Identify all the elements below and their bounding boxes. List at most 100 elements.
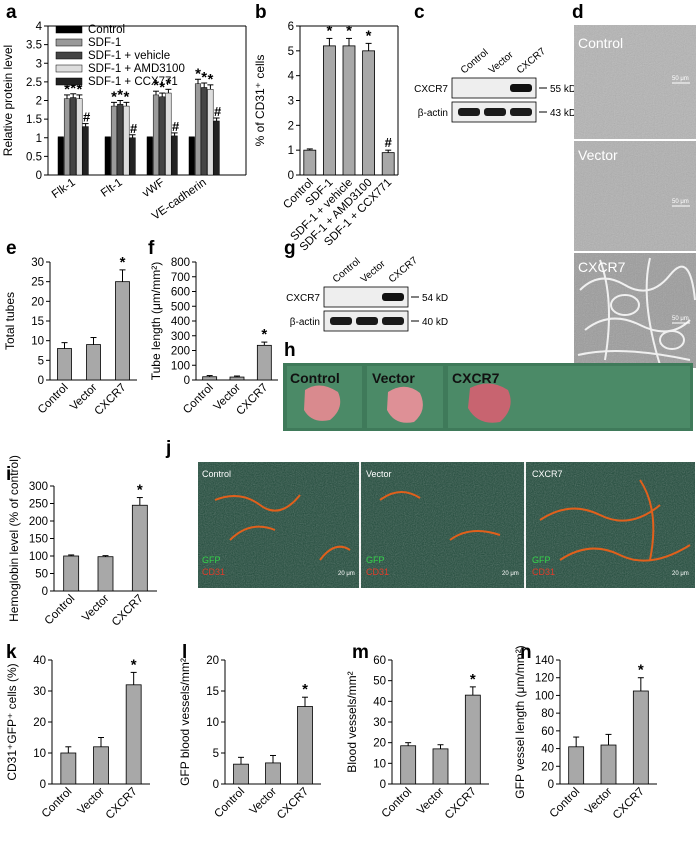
tissue-sample-vector [387, 386, 423, 423]
y-tick-label: 100 [171, 360, 190, 372]
x-tick-label: Vector [415, 786, 447, 818]
y-tick-label: 140 [535, 655, 554, 667]
y-tick-label: 0 [40, 779, 46, 791]
x-tick-label: Vector [583, 786, 615, 818]
panel-label-b: b [255, 2, 267, 23]
bar [97, 556, 114, 592]
kd-marker: 40 kD [422, 317, 448, 328]
y-axis-title: % of CD31⁺ cells [253, 55, 267, 147]
y-tick-label: 150 [29, 534, 48, 546]
legend-label: Control [88, 24, 125, 36]
bar [265, 762, 281, 785]
y-tick-label: 0 [213, 779, 219, 791]
tissue-sample-control [304, 385, 341, 421]
y-tick-label: 4 [36, 21, 43, 33]
band [356, 317, 378, 325]
bar [201, 87, 208, 176]
y-tick-label: 5 [288, 46, 294, 58]
y-axis-title: Tube length (μm/mm²) [149, 262, 163, 381]
bar [57, 348, 72, 381]
x-tick-label: CXCR7 [611, 786, 647, 822]
significance-hash: # [83, 110, 91, 125]
bar [159, 96, 166, 176]
fluor-scale-2: 20 μm [502, 571, 519, 577]
bar [322, 45, 336, 176]
bar [202, 376, 218, 381]
fluor-texture [198, 462, 695, 588]
bar [123, 105, 130, 176]
panel-label-g: g [284, 238, 296, 259]
y-tick-label: 0 [548, 779, 554, 791]
panel-label-j: j [165, 438, 171, 459]
significance-star: * [159, 79, 165, 96]
fluor-label-cxcr7: CXCR7 [532, 469, 563, 479]
significance-mark: # [385, 135, 393, 150]
bar [165, 92, 172, 176]
y-tick-label: 60 [373, 655, 386, 667]
y-tick-label: 40 [373, 696, 386, 708]
legend-label: SDF-1 + vehicle [88, 50, 170, 62]
significance-star: * [195, 65, 201, 82]
significance-hash: # [172, 119, 180, 134]
x-tick-label: Flt-1 [99, 177, 125, 200]
bar [207, 89, 214, 176]
y-tick-label: 300 [171, 331, 190, 343]
bar [233, 763, 249, 785]
bar [171, 135, 178, 176]
band [484, 108, 506, 116]
bar [117, 103, 124, 176]
y-tick-label: 20 [373, 738, 386, 750]
y-axis-title: GFP vessel length (μm/mm²) [513, 645, 527, 798]
significance-star: * [70, 80, 76, 97]
micrograph-label-cxcr7: CXCR7 [578, 259, 626, 275]
panel-label-n: n [520, 642, 532, 663]
y-tick-label: 3.5 [26, 40, 42, 52]
fluor-scale-1: 20 μm [338, 571, 355, 577]
blot-row-label: β-actin [418, 108, 448, 119]
y-tick-label: 1 [288, 145, 294, 157]
significance-mark: * [470, 671, 476, 688]
y-axis-title: Blood vessels/mm² [345, 671, 359, 772]
scale-label-3: 50 μm [672, 316, 689, 322]
significance-hash: # [130, 121, 138, 136]
band [330, 317, 352, 325]
cd31-label-1: CD31 [202, 567, 225, 577]
legend-label: SDF-1 + CCX771 [88, 76, 178, 88]
gfp-label-1: GFP [202, 555, 221, 565]
fluor-label-vector: Vector [366, 469, 392, 479]
y-tick-label: 1.5 [26, 114, 42, 126]
y-tick-label: 0.5 [26, 151, 42, 163]
scale-label-2: 50 μm [672, 199, 689, 205]
lane-label: CXCR7 [387, 255, 420, 285]
y-tick-label: 600 [171, 287, 190, 299]
bar [63, 555, 80, 592]
vessel-traces [214, 479, 691, 562]
band [510, 108, 532, 116]
significance-star: * [201, 69, 207, 86]
panel-label-f: f [148, 238, 155, 259]
y-tick-label: 100 [29, 551, 48, 563]
lane-label: Control [459, 47, 491, 76]
micrograph-panel-d: Control Vector CXCR7 50 μm 50 μm 50 μm [574, 25, 696, 368]
bar [303, 149, 317, 176]
y-tick-label: 0 [42, 586, 48, 598]
y-axis-title: CD31⁺GFP⁺ cells (%) [5, 663, 19, 780]
y-tick-label: 250 [29, 499, 48, 511]
y-tick-label: 0 [38, 375, 44, 387]
legend-swatch [55, 25, 83, 34]
y-tick-label: 10 [206, 717, 219, 729]
micrograph-vector-texture [574, 141, 696, 251]
blot-strip [323, 286, 409, 308]
panel-label-i: i [6, 464, 11, 485]
kd-marker: 54 kD [422, 293, 448, 304]
band [458, 108, 480, 116]
y-tick-label: 1 [36, 133, 42, 145]
y-tick-label: 4 [288, 71, 295, 83]
fluor-label-control: Control [202, 469, 231, 479]
bar [129, 137, 136, 176]
y-tick-label: 500 [171, 301, 190, 313]
blot-row-label: CXCR7 [286, 293, 320, 304]
y-tick-label: 20 [33, 717, 46, 729]
